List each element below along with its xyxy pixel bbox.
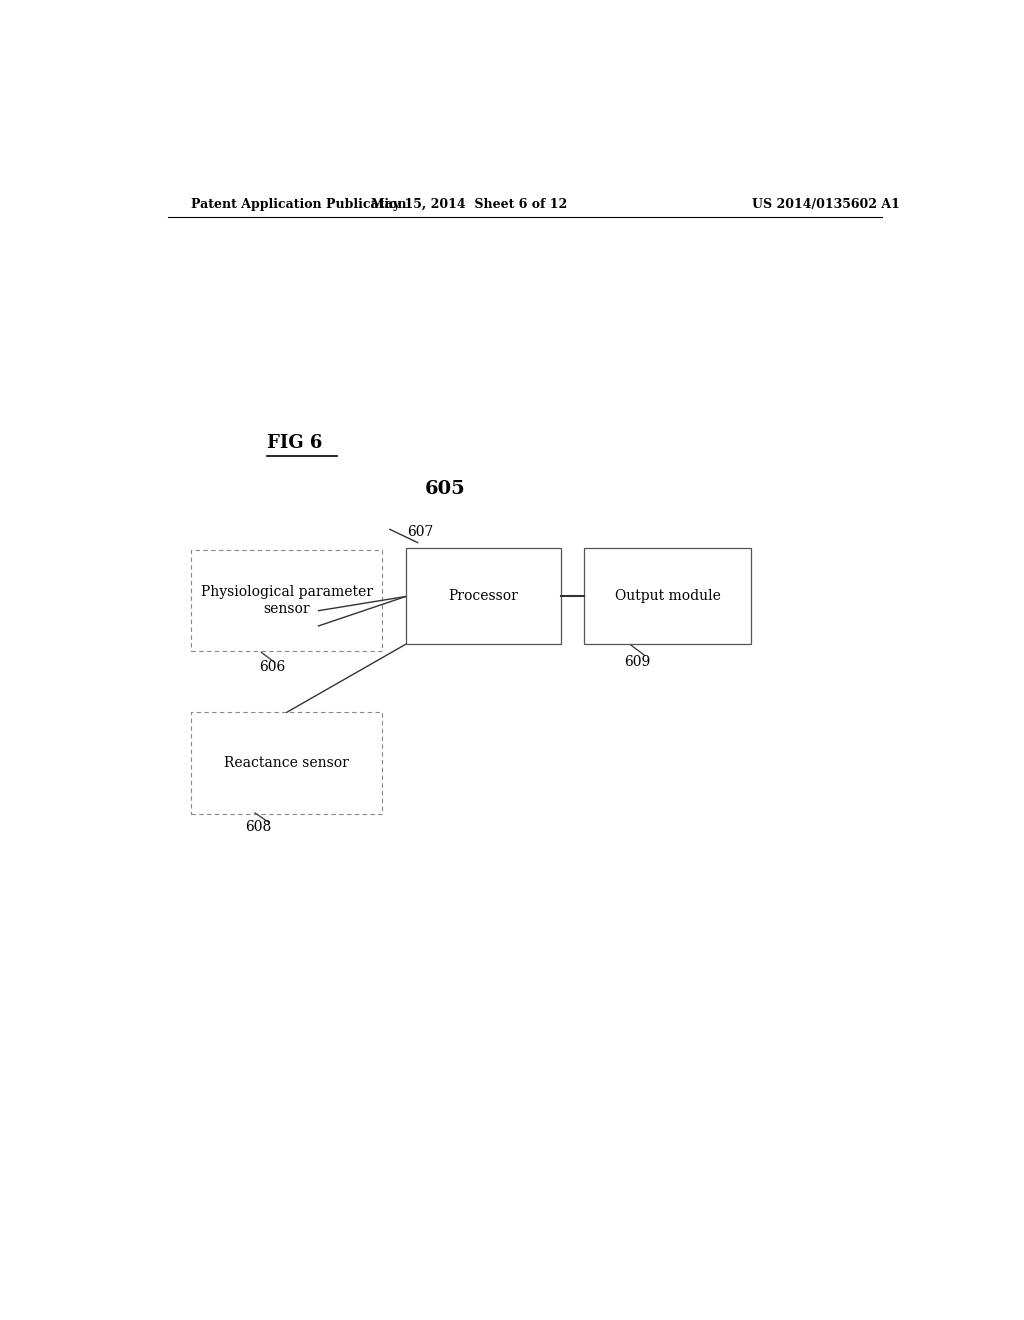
Text: Output module: Output module bbox=[614, 589, 721, 603]
Text: 607: 607 bbox=[408, 525, 434, 540]
Text: 606: 606 bbox=[259, 660, 286, 673]
FancyBboxPatch shape bbox=[191, 713, 382, 814]
Text: 608: 608 bbox=[246, 820, 271, 834]
FancyBboxPatch shape bbox=[406, 548, 560, 644]
Text: May 15, 2014  Sheet 6 of 12: May 15, 2014 Sheet 6 of 12 bbox=[371, 198, 567, 211]
Text: 609: 609 bbox=[624, 655, 650, 668]
Text: US 2014/0135602 A1: US 2014/0135602 A1 bbox=[753, 198, 900, 211]
Text: FIG 6: FIG 6 bbox=[267, 434, 323, 451]
Text: Physiological parameter
sensor: Physiological parameter sensor bbox=[201, 586, 373, 615]
FancyBboxPatch shape bbox=[191, 549, 382, 651]
FancyBboxPatch shape bbox=[585, 548, 751, 644]
Text: Reactance sensor: Reactance sensor bbox=[224, 756, 349, 770]
Text: Processor: Processor bbox=[449, 589, 518, 603]
Text: 605: 605 bbox=[425, 479, 466, 498]
Text: Patent Application Publication: Patent Application Publication bbox=[191, 198, 407, 211]
